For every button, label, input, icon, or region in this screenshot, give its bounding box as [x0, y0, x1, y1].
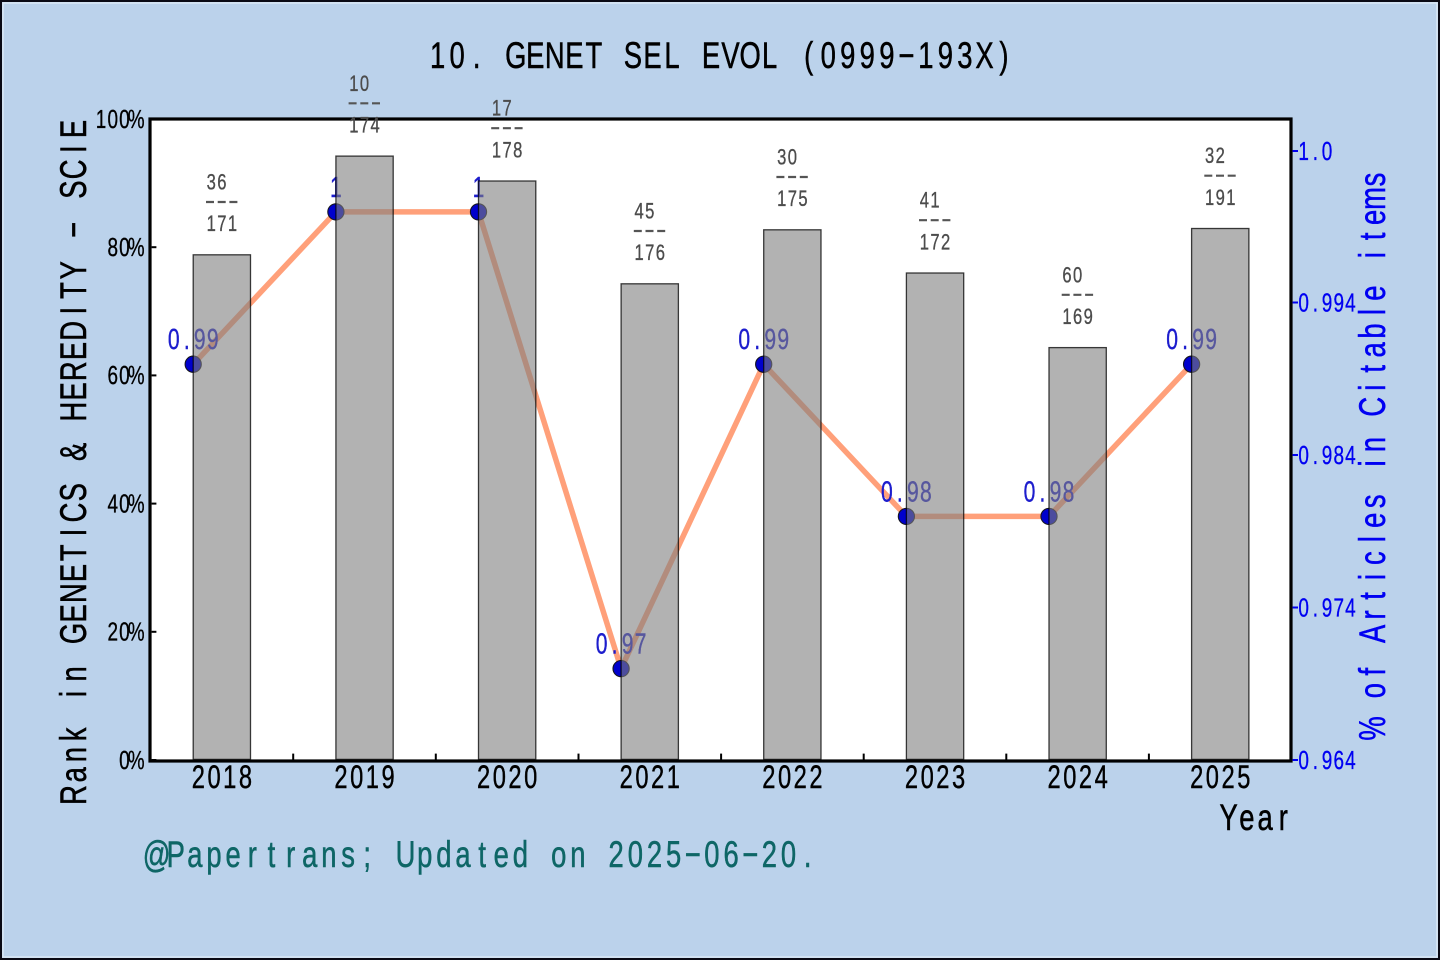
svg-text:0%: 0%	[119, 746, 144, 774]
svg-text:32: 32	[1205, 144, 1225, 169]
svg-text:0.974: 0.974	[1298, 594, 1355, 622]
svg-text:60%: 60%	[107, 361, 144, 389]
svg-text:171: 171	[207, 212, 237, 237]
svg-text:100%: 100%	[96, 105, 145, 133]
svg-text:0.984: 0.984	[1298, 441, 1355, 469]
svg-text:40%: 40%	[107, 490, 144, 518]
svg-text:20%: 20%	[107, 618, 144, 646]
svg-text:175: 175	[777, 187, 808, 212]
svg-text:176: 176	[635, 241, 666, 266]
svg-text:178: 178	[492, 138, 523, 163]
svg-text:174: 174	[349, 113, 380, 138]
svg-text:169: 169	[1062, 305, 1093, 330]
svg-text:30: 30	[777, 145, 797, 170]
svg-text:36: 36	[207, 170, 227, 195]
svg-text:10. GENET SEL EVOL (0999−193X): 10. GENET SEL EVOL (0999−193X)	[430, 35, 1009, 76]
svg-text:41: 41	[920, 188, 940, 213]
svg-text:60: 60	[1062, 263, 1082, 288]
svg-text:0.964: 0.964	[1298, 746, 1355, 774]
svg-text:172: 172	[920, 230, 950, 255]
svg-text:1.0: 1.0	[1298, 137, 1332, 165]
svg-text:45: 45	[635, 199, 655, 224]
svg-text:10: 10	[349, 71, 369, 96]
svg-text:17: 17	[492, 96, 512, 121]
svg-text:80%: 80%	[107, 233, 144, 261]
svg-text:191: 191	[1205, 186, 1235, 211]
svg-text:0.994: 0.994	[1298, 289, 1355, 317]
